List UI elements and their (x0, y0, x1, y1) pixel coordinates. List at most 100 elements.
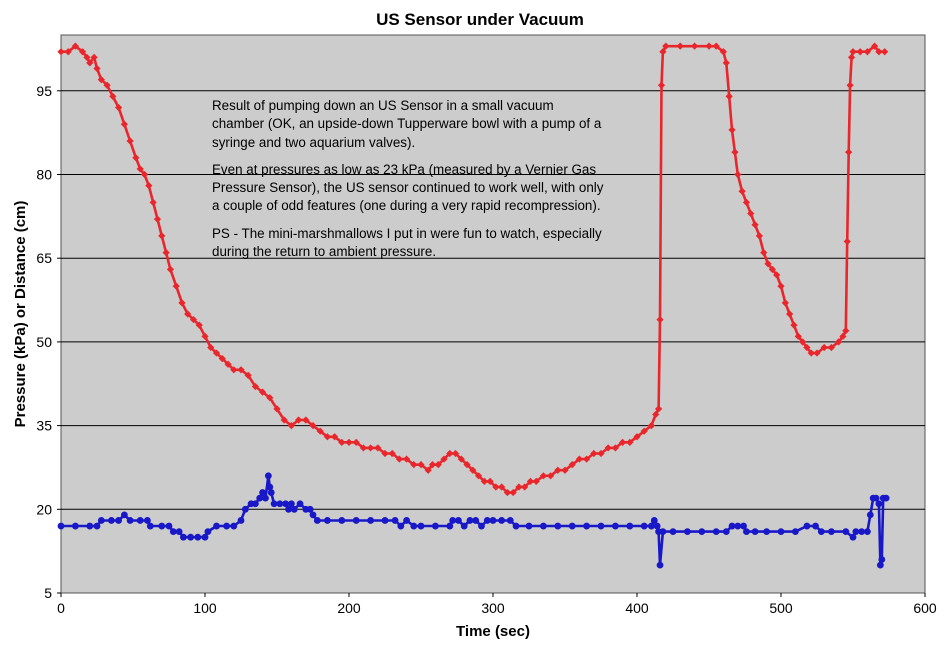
data-point (863, 48, 871, 56)
data-point (195, 321, 203, 329)
data-point (648, 522, 655, 530)
data-point (251, 382, 259, 391)
data-point (751, 221, 759, 229)
data-point (417, 461, 425, 469)
data-point (691, 42, 699, 50)
x-tick-label: 400 (625, 600, 649, 616)
data-point (403, 517, 410, 524)
data-point (466, 517, 474, 524)
y-tick-label: 50 (36, 334, 52, 350)
data-point (331, 433, 339, 441)
data-point (296, 500, 304, 508)
data-point (633, 433, 641, 441)
data-point (852, 528, 860, 536)
x-tick-label: 600 (913, 600, 937, 616)
data-point (684, 528, 691, 536)
data-point (521, 483, 529, 491)
data-point (374, 444, 382, 452)
data-point (395, 455, 403, 463)
data-point (86, 522, 94, 530)
data-point (180, 533, 187, 541)
data-point (367, 517, 374, 524)
data-point (764, 260, 772, 268)
data-point (145, 182, 153, 190)
data-point (264, 472, 272, 480)
series-1 (57, 42, 889, 497)
data-point (218, 355, 226, 363)
data-point (290, 505, 298, 513)
data-point (381, 517, 389, 524)
x-tick-label: 300 (481, 600, 505, 616)
data-point (489, 517, 497, 524)
data-point (498, 483, 506, 491)
data-point (158, 522, 166, 530)
data-point (440, 455, 448, 463)
data-point (410, 522, 418, 530)
data-point (597, 449, 605, 458)
data-point (872, 494, 880, 502)
data-point (547, 472, 555, 480)
data-point (71, 42, 79, 50)
data-point (820, 343, 828, 352)
data-point (194, 533, 202, 541)
data-point (103, 81, 111, 89)
data-point (345, 438, 353, 446)
data-point (882, 494, 890, 502)
data-point (306, 505, 314, 513)
data-point (817, 528, 825, 536)
data-point (309, 422, 317, 430)
data-point (57, 522, 65, 530)
data-point (653, 522, 661, 530)
data-point (126, 137, 134, 145)
data-point (144, 517, 151, 524)
x-tick-label: 500 (769, 600, 793, 616)
y-tick-label: 20 (36, 501, 52, 517)
data-point (97, 76, 105, 84)
data-point (640, 522, 648, 530)
annotation-paragraph-1: Result of pumping down an US Sensor in a… (212, 98, 602, 150)
data-point (659, 48, 667, 56)
y-tick-label: 65 (36, 250, 52, 266)
data-point (446, 449, 454, 458)
data-point (367, 444, 375, 452)
data-point (93, 64, 101, 73)
data-point (719, 48, 727, 56)
data-point (223, 522, 231, 530)
data-point (149, 198, 157, 206)
data-point (267, 489, 275, 496)
data-point (803, 343, 811, 352)
x-tick-label: 200 (337, 600, 361, 616)
data-point (241, 505, 249, 513)
data-point (480, 477, 488, 485)
data-point (875, 500, 883, 508)
data-point (262, 494, 269, 502)
data-point (849, 533, 857, 541)
series-2 (57, 472, 890, 569)
data-point (881, 48, 889, 56)
data-point (506, 517, 514, 524)
data-point (755, 232, 763, 240)
data-point (722, 528, 730, 536)
data-point (503, 488, 511, 497)
data-point (57, 48, 65, 56)
data-point (647, 422, 655, 430)
data-point (83, 53, 91, 61)
data-point (252, 500, 259, 508)
data-point (169, 528, 177, 536)
data-point (583, 522, 590, 530)
data-point (526, 477, 535, 485)
data-point (153, 215, 162, 223)
data-point (839, 332, 847, 340)
data-point (731, 148, 739, 156)
data-point (446, 522, 454, 530)
data-point (178, 299, 186, 307)
data-point (656, 561, 664, 569)
data-point (287, 422, 295, 430)
data-point (597, 522, 605, 530)
data-point (108, 517, 115, 524)
data-point (540, 522, 547, 530)
annotation-paragraph-3: PS - The mini-marshmallows I put in were… (212, 225, 602, 260)
data-point (792, 528, 799, 536)
data-point (728, 522, 736, 530)
series-layer (57, 42, 890, 569)
